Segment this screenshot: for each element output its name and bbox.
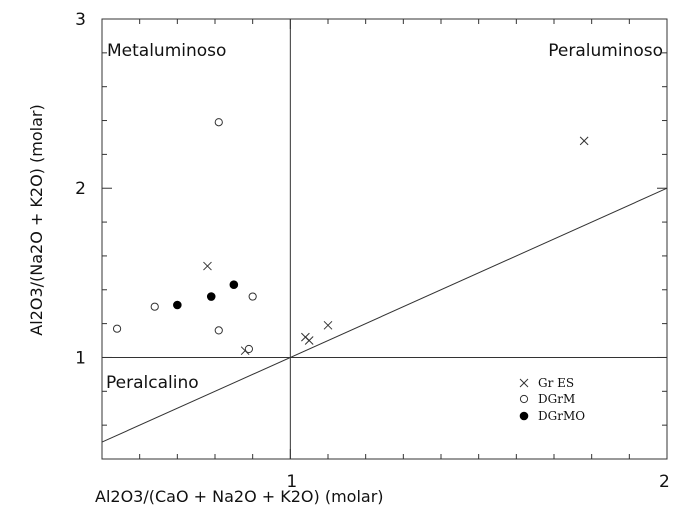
x-axis-title: Al2O3/(CaO + Na2O + K2O) (molar): [95, 487, 384, 506]
region-label-peraluminoso: Peraluminoso: [548, 41, 663, 61]
reference-line-diagonal: [101, 187, 668, 443]
y-axis-title: Al2O3/(Na2O + K2O) (molar): [27, 104, 46, 335]
data-point-dgrm: [112, 324, 122, 333]
region-label-peralcalino: Peralcalino: [106, 373, 199, 393]
legend-marker-dgrm: [519, 394, 529, 404]
legend-marker-dgrmo: [519, 411, 529, 421]
x-tick-label: 1: [286, 472, 297, 492]
data-point-dgrm: [248, 292, 257, 301]
data-point-gr-es: [203, 261, 212, 271]
data-point-dgrm: [244, 344, 253, 354]
legend-label-dgrm: DGrM: [538, 392, 575, 406]
y-tick-label: 2: [75, 179, 86, 199]
legend-label-dgrmo: DGrMO: [538, 409, 585, 423]
data-point-gr-es: [579, 136, 589, 146]
data-point-dgrmo: [173, 300, 182, 310]
legend-marker-gr-es: [519, 378, 529, 388]
data-point-dgrm: [214, 118, 223, 127]
y-tick-label: 1: [75, 348, 86, 368]
y-tick-label: 3: [75, 10, 86, 30]
data-point-dgrmo: [229, 280, 239, 289]
data-point-gr-es: [304, 336, 314, 345]
x-tick-label: 2: [659, 472, 670, 492]
data-point-dgrm: [150, 302, 159, 311]
plot-frame: [101, 18, 668, 460]
region-label-metaluminoso: Metaluminoso: [107, 41, 226, 61]
legend: Gr ES DGrM DGrMO: [519, 376, 585, 423]
data-point-gr-es: [323, 320, 333, 330]
legend-label-gr-es: Gr ES: [538, 376, 574, 390]
data-point-dgrm: [214, 326, 223, 335]
data-point-dgrmo: [206, 292, 216, 301]
